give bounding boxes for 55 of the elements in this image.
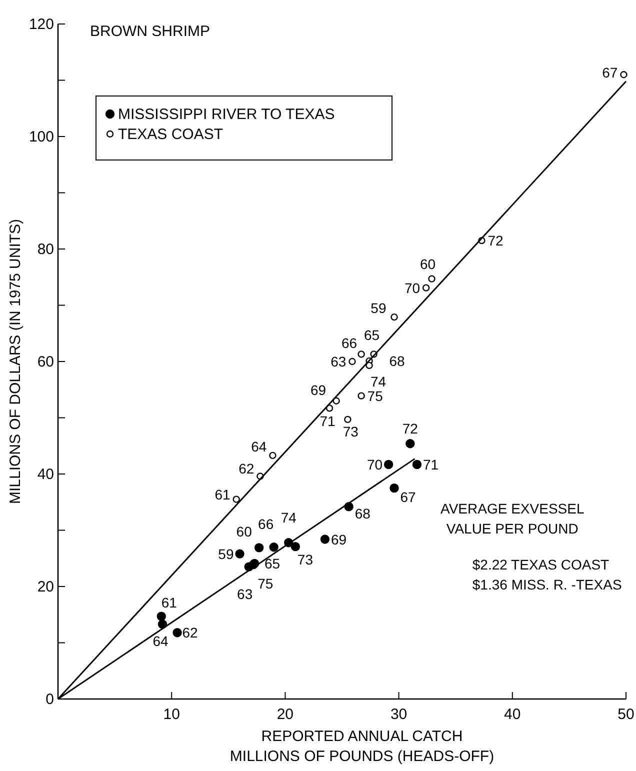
- annotation: 71: [320, 413, 336, 430]
- annotation: 60: [236, 524, 252, 540]
- y-tick-label: 60: [37, 354, 54, 370]
- annotation: 61: [214, 486, 231, 502]
- y-tick-label: 100: [28, 128, 54, 146]
- y-tick-label: 0: [46, 691, 54, 708]
- annotation: 59: [218, 546, 234, 562]
- x-tick-label: 10: [163, 706, 180, 723]
- annotation: 65: [364, 327, 380, 344]
- legend-label: TEXAS COAST: [118, 126, 224, 143]
- y-tick-label: 120: [28, 16, 54, 33]
- annotation: 61: [161, 594, 178, 610]
- annotation: 59: [370, 300, 386, 316]
- annotation: $1.36 MISS. R. -TEXAS: [472, 576, 622, 592]
- annotation: $2.22 TEXAS COAST: [472, 556, 610, 572]
- annotation: 66: [342, 335, 358, 352]
- annotation: VALUE PER POUND: [446, 520, 578, 536]
- annotation: 67: [400, 489, 416, 506]
- annotation: 75: [258, 576, 274, 592]
- annotation: 63: [330, 354, 346, 370]
- x-tick-label: 30: [390, 706, 408, 723]
- annotation: 64: [152, 633, 169, 650]
- annotation: 69: [330, 531, 347, 548]
- annotation: 62: [238, 460, 254, 476]
- x-tick-label: 50: [618, 706, 634, 723]
- x-axis-title: REPORTED ANNUAL CATCH MILLIONS OF POUNDS (HEADS-OFF): [230, 728, 494, 765]
- y-axis-title: MILLIONS OF DOLLARS (IN 1975 UNITS): [7, 218, 24, 504]
- annotation: 74: [370, 373, 386, 390]
- y-tick-label: 80: [37, 241, 54, 258]
- annotation: 69: [310, 382, 326, 398]
- annotation: 73: [297, 552, 314, 568]
- annotation: 60: [420, 256, 436, 272]
- annotation: 71: [422, 456, 439, 472]
- annotation: AVERAGE EXVESSEL: [440, 500, 584, 516]
- annotation: 64: [251, 438, 267, 454]
- annotation: 62: [182, 624, 198, 641]
- annotation: 70: [367, 456, 383, 472]
- annotation: 70: [404, 280, 420, 296]
- y-tick-label: 40: [37, 466, 54, 483]
- annotation: 72: [402, 420, 418, 437]
- chart-title: BROWN SHRIMP: [90, 23, 210, 40]
- annotation: 75: [367, 388, 384, 404]
- x-tick-label: 20: [276, 706, 294, 723]
- legend-label: MISSISSIPPI RIVER TO TEXAS: [118, 106, 335, 123]
- x-tick-label: 40: [504, 706, 521, 723]
- annotation: 63: [237, 586, 253, 602]
- annotation: 68: [389, 352, 406, 369]
- annotation: 67: [602, 64, 618, 81]
- y-tick-label: 20: [37, 578, 54, 596]
- annotation: 65: [264, 555, 280, 572]
- annotation: 68: [354, 506, 371, 522]
- annotation: 74: [280, 510, 297, 526]
- annotation: 72: [488, 232, 504, 249]
- annotation: 73: [342, 423, 359, 440]
- annotation: 66: [258, 516, 274, 532]
